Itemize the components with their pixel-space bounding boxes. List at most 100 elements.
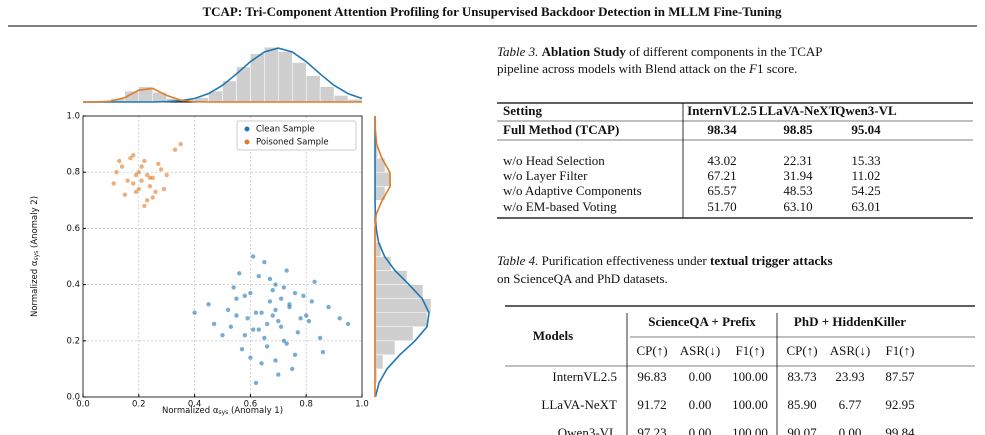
table-cell: 99.84 [885,425,915,435]
point [278,324,284,329]
point [133,189,139,195]
point [153,189,158,195]
label-part: Normalized α [162,406,219,416]
point [111,181,116,186]
hist-bar [374,256,392,271]
y-tick-label: 0.0 [66,393,80,403]
table-cell: 91.72 [637,397,666,412]
table-cell: 67.21 [707,168,736,183]
table-cell: 92.95 [885,397,914,412]
point [250,254,256,259]
point [264,344,270,349]
point [248,355,253,360]
y-tick-label: 0.2 [66,336,80,346]
y-tick-label: 0.6 [66,224,80,234]
table-cell: 11.02 [852,168,881,183]
point [231,285,236,290]
x-tick-label: 0.8 [299,400,313,410]
point [292,352,298,358]
point [136,170,141,175]
point [228,324,234,329]
table-header: Qwen3-VL [835,103,897,118]
point [192,310,197,315]
point [139,178,144,183]
table-cell: 97.23 [637,425,666,435]
table-cell: w/o Head Selection [503,153,605,168]
point [256,327,261,332]
point [262,335,267,341]
legend-marker [244,126,250,132]
table-cell: w/o Adaptive Components [503,183,642,198]
point [142,203,147,209]
hist-bar [264,46,279,103]
point [242,332,248,338]
point [144,172,150,178]
point [276,372,281,377]
hist-bar [292,62,307,103]
label-part: (Anomaly 1) [228,406,283,416]
table-cell: 15.33 [851,153,880,168]
hist-bar [333,95,349,103]
point [301,293,306,299]
hist-bar [374,326,414,342]
y-axis-label: Normalized αsys (Anomaly 2) [30,196,40,317]
point [144,198,150,203]
table-cell: 96.83 [637,369,666,384]
table-cell: 83.73 [787,369,816,384]
point [158,167,164,172]
point [150,195,155,200]
table3-caption: pipeline across models with Blend attack… [497,61,797,76]
hist-bar [374,340,396,356]
point [317,335,323,341]
table-cell: 100.00 [732,369,768,384]
label-part: sys [33,251,40,261]
table-subheader: ASR(↓) [680,343,720,358]
point [178,141,183,147]
point [326,304,331,310]
point [172,147,178,152]
table-subheader: CP(↑) [786,343,817,358]
table-subheader: F1(↑) [886,343,915,358]
table-cell: 0.00 [689,397,712,412]
point [117,158,122,164]
legend-label: Poisoned Sample [256,138,329,148]
point [211,321,217,327]
table-cell: 51.70 [707,199,736,214]
hist-bar [305,75,321,103]
point [304,313,309,318]
table-cell: 31.94 [783,168,813,183]
table-header: ScienceQA + Prefix [648,314,756,329]
point [337,316,342,321]
point [287,304,292,310]
kde-line [374,116,430,398]
point [253,310,259,315]
table-cell: 23.93 [835,369,864,384]
point [164,172,169,178]
point [273,358,278,363]
point [237,271,242,276]
point [125,178,130,183]
point [122,192,128,197]
point [276,318,281,324]
point [270,288,275,293]
hist-bar [319,86,335,103]
table-cell: Qwen3-VL [558,425,617,435]
table-cell: 90.07 [787,425,817,435]
point [281,338,287,343]
table-header: LLaVA-NeXT [759,103,838,118]
point [234,296,239,301]
point [114,170,119,175]
hist-bar [278,51,293,103]
legend-box [236,120,357,151]
table-cell: 0.00 [839,425,862,435]
x-tick-label: 0.2 [132,400,146,410]
point [239,347,245,352]
point [259,361,264,366]
table-cell: 100.00 [732,425,768,435]
point [259,310,264,315]
hist-bar [374,354,384,370]
point [133,172,139,178]
table-cell: 0.00 [689,369,712,384]
table-cell: w/o Layer Filter [503,168,588,183]
